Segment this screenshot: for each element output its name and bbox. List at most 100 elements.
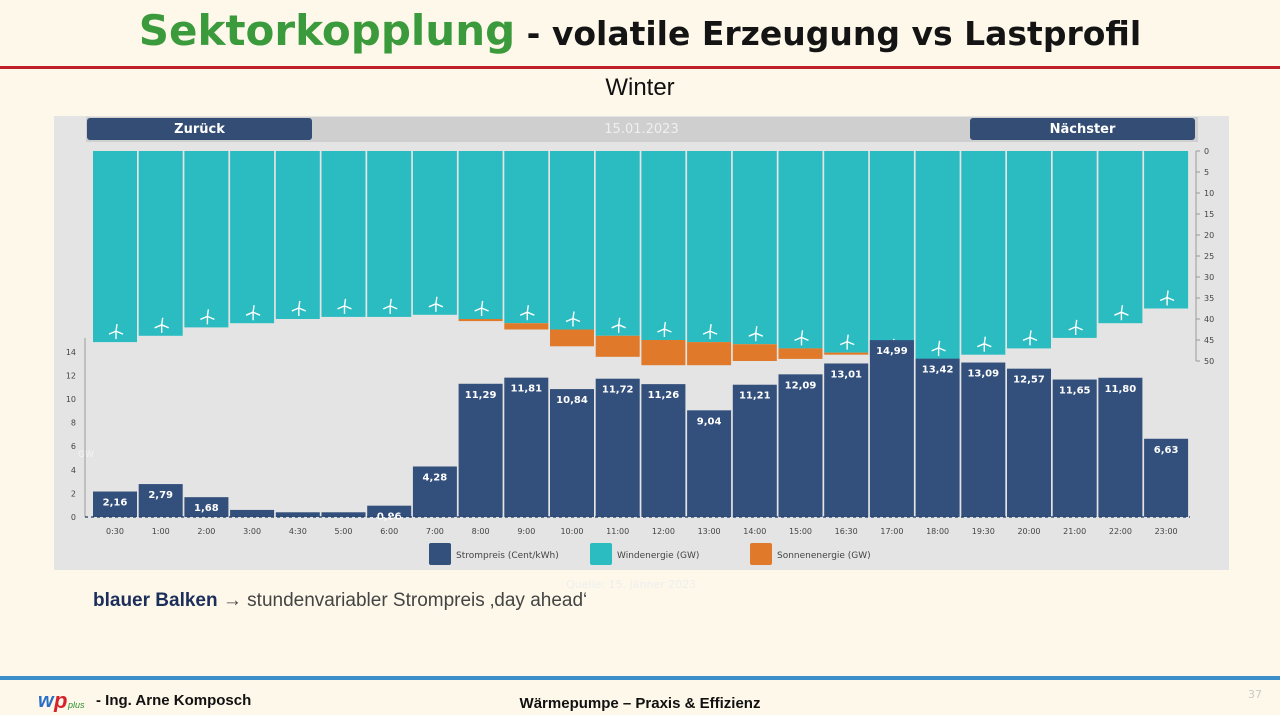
price-bar: [915, 358, 960, 517]
price-value-label: 11,21: [739, 391, 771, 402]
caption-text: → stundenvariabler Strompreis ‚day ahead…: [217, 590, 588, 611]
x-axis-tick-label: 14:00: [743, 527, 766, 536]
wind-turbine-icon: [291, 300, 307, 316]
price-bar: [1052, 379, 1097, 517]
generation-axis-tick-label: 35: [1204, 294, 1214, 303]
x-axis-tick-label: 8:00: [472, 527, 490, 536]
legend-swatch: [429, 543, 451, 565]
x-axis-tick-label: 21:00: [1063, 527, 1086, 536]
price-bar: [230, 509, 275, 517]
wind-turbine-icon: [428, 296, 444, 312]
price-value-label: 10,84: [556, 395, 588, 406]
price-value-label: 4,28: [423, 472, 448, 483]
wind-turbine-icon: [1114, 305, 1129, 321]
generation-axis-tick-label: 5: [1204, 168, 1209, 177]
price-value-label: 11,80: [1105, 384, 1137, 395]
next-button[interactable]: Nächster: [970, 118, 1195, 140]
caption-highlight: blauer Balken: [93, 590, 218, 611]
solar-bar: [504, 323, 549, 330]
wind-bar: [321, 151, 366, 317]
price-value-label: 11,26: [648, 390, 680, 401]
solar-bar: [550, 329, 594, 347]
back-button[interactable]: Zurück: [87, 118, 312, 140]
x-axis-tick-label: 7:00: [426, 527, 444, 536]
wind-turbine-icon: [1068, 319, 1083, 335]
price-bar: [275, 512, 320, 517]
wind-turbine-icon: [565, 311, 581, 327]
footer-divider: [0, 676, 1280, 680]
generation-axis-tick-label: 45: [1204, 336, 1214, 345]
x-axis-tick-label: 13:00: [698, 527, 721, 536]
price-value-label: 6,63: [1154, 445, 1179, 456]
title-sektorkopplung: Sektorkopplung: [138, 6, 516, 55]
price-bar: [550, 389, 594, 517]
x-axis-tick-label: 18:00: [926, 527, 949, 536]
wp-plus-logo: w p plus: [38, 688, 85, 712]
generation-axis-tick-label: 20: [1204, 231, 1214, 240]
price-axis-tick-label: 0: [71, 513, 76, 522]
x-axis-tick-label: 9:00: [517, 527, 535, 536]
price-value-label: 13,01: [830, 369, 862, 380]
price-value-label: 12,09: [785, 380, 817, 391]
price-bar: [778, 374, 823, 517]
generation-axis-tick-label: 40: [1204, 315, 1214, 324]
price-bar: [412, 466, 457, 517]
x-axis-tick-label: 23:00: [1155, 527, 1178, 536]
wind-turbine-icon: [108, 324, 124, 340]
footer-author: - Ing. Arne Komposch: [96, 692, 252, 709]
wind-bar: [595, 151, 640, 336]
wind-turbine-icon: [474, 300, 489, 316]
price-axis-tick-label: 12: [66, 371, 76, 380]
price-bar: [367, 505, 412, 517]
price-value-label: 11,65: [1059, 386, 1091, 397]
price-axis-tick-label: 8: [71, 419, 76, 428]
price-value-label: 12,57: [1013, 375, 1045, 386]
wind-turbine-icon: [520, 305, 535, 321]
price-bar: [504, 377, 549, 517]
price-bar: [732, 384, 777, 517]
wind-bar: [869, 151, 914, 357]
legend-label: Windenergie (GW): [617, 551, 699, 561]
wind-turbine-icon: [611, 317, 626, 333]
x-axis-tick-label: 17:00: [880, 527, 903, 536]
price-axis-tick-label: 2: [71, 489, 76, 498]
wind-turbine-icon: [794, 330, 809, 346]
wind-bar: [1007, 151, 1051, 349]
slide-title: Sektorkopplung - volatile Erzeugung vs L…: [0, 6, 1280, 55]
energy-chart: 0 5 10 15 20 25 30 35 40 45 50 0 2 4 6 8 10 12 14 2,16 0:30 2…: [66, 147, 1214, 565]
wind-turbine-icon: [154, 317, 169, 333]
wind-turbine-icon: [200, 309, 215, 325]
solar-bar: [595, 335, 640, 357]
wind-bar: [138, 151, 183, 336]
generation-axis-tick-label: 50: [1204, 357, 1214, 366]
price-bar: [458, 383, 503, 517]
generation-axis-tick-label: 10: [1204, 189, 1214, 198]
wind-bar: [778, 151, 823, 349]
generation-axis-tick-label: 30: [1204, 273, 1214, 282]
wind-turbine-icon: [1159, 290, 1175, 306]
wind-bar: [732, 151, 777, 345]
wind-bar: [687, 151, 732, 343]
wind-turbine-icon: [245, 305, 261, 321]
solar-bar: [641, 340, 686, 366]
price-axis-tick-label: 10: [66, 395, 76, 404]
wind-turbine-icon: [657, 321, 672, 337]
price-value-label: 14,99: [876, 346, 908, 357]
x-axis-tick-label: 6:00: [380, 527, 398, 536]
price-value-label: 9,04: [697, 416, 722, 427]
solar-bar: [732, 344, 777, 361]
legend-swatch: [750, 543, 772, 565]
x-axis-tick-label: 5:00: [335, 527, 353, 536]
price-value-label: 11,72: [602, 385, 634, 396]
price-bar: [184, 497, 229, 517]
wind-bar: [641, 151, 686, 340]
wind-bar: [1052, 151, 1097, 338]
date-label: 15.01.2023: [604, 122, 679, 137]
wind-turbine-icon: [1022, 330, 1038, 346]
svg-text:w: w: [38, 690, 55, 712]
x-axis-tick-label: 15:00: [789, 527, 812, 536]
price-value-label: 11,81: [510, 384, 542, 395]
legend-label: Sonnenenergie (GW): [777, 551, 871, 561]
price-value-label: 2,16: [103, 498, 128, 509]
wind-turbine-icon: [702, 324, 718, 340]
